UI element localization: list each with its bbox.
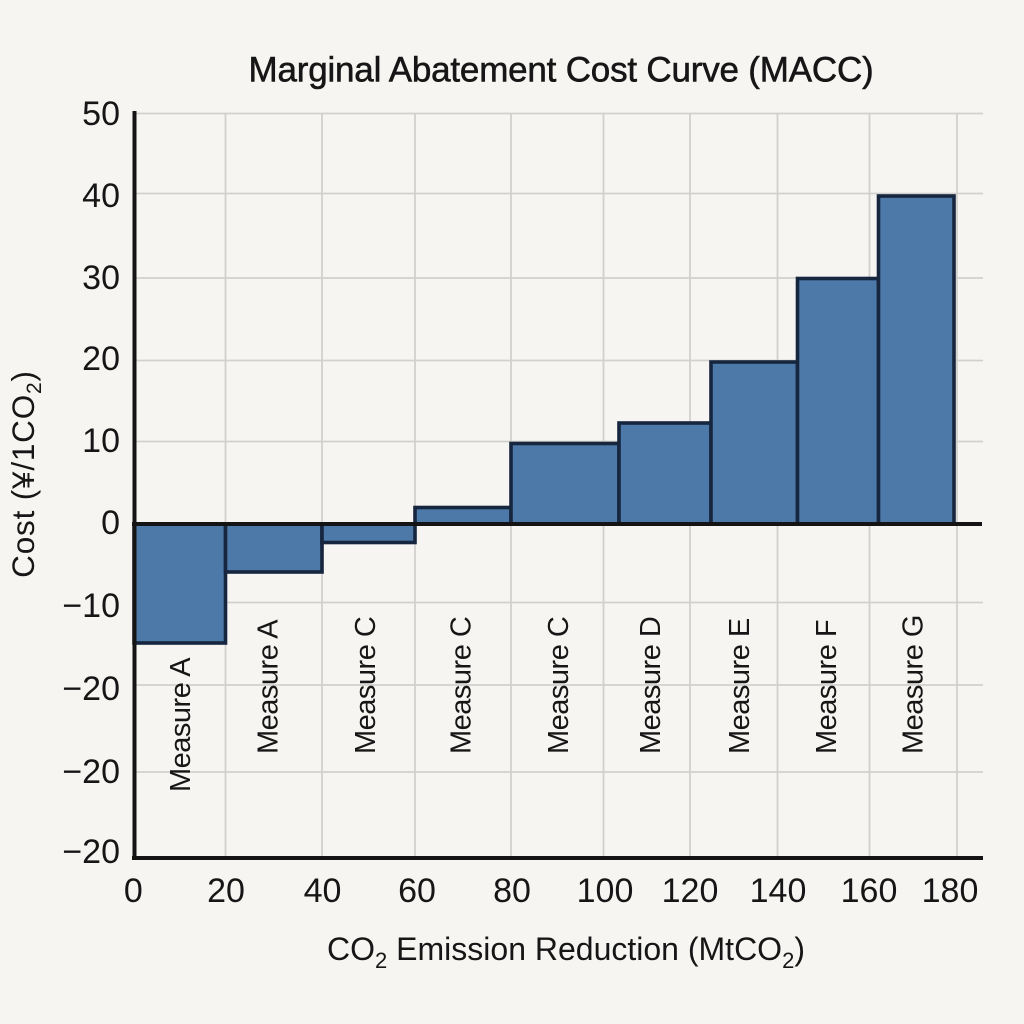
svg-text:Measure F: Measure F bbox=[811, 620, 843, 754]
svg-text:0: 0 bbox=[101, 504, 120, 542]
svg-text:60: 60 bbox=[398, 872, 436, 910]
svg-text:40: 40 bbox=[304, 872, 342, 910]
svg-text:50: 50 bbox=[82, 95, 120, 133]
svg-text:CO2 Emission Reduction (MtCO2): CO2 Emission Reduction (MtCO2) bbox=[327, 931, 805, 973]
svg-text:−10: −10 bbox=[62, 587, 120, 625]
svg-text:80: 80 bbox=[493, 872, 531, 910]
svg-text:40: 40 bbox=[82, 177, 120, 215]
svg-text:Measure C: Measure C bbox=[350, 617, 382, 754]
svg-text:180: 180 bbox=[922, 872, 979, 910]
svg-text:20: 20 bbox=[82, 340, 120, 378]
svg-text:Measure C: Measure C bbox=[543, 617, 575, 754]
svg-text:140: 140 bbox=[750, 872, 807, 910]
svg-text:160: 160 bbox=[841, 872, 898, 910]
svg-text:Measure E: Measure E bbox=[724, 618, 756, 754]
svg-text:0: 0 bbox=[124, 872, 143, 910]
svg-text:Measure C: Measure C bbox=[446, 617, 478, 754]
svg-text:Measure D: Measure D bbox=[635, 617, 667, 754]
svg-text:Cost (¥/1CO2): Cost (¥/1CO2) bbox=[5, 370, 46, 578]
svg-text:100: 100 bbox=[577, 872, 634, 910]
svg-text:Marginal Abatement Cost Curve: Marginal Abatement Cost Curve (MACC) bbox=[249, 51, 874, 90]
svg-text:10: 10 bbox=[82, 422, 120, 460]
svg-text:−20: −20 bbox=[62, 670, 120, 708]
svg-text:20: 20 bbox=[207, 872, 245, 910]
svg-text:−20: −20 bbox=[62, 753, 120, 791]
svg-text:30: 30 bbox=[82, 259, 120, 297]
svg-text:−20: −20 bbox=[62, 833, 120, 871]
svg-text:120: 120 bbox=[662, 872, 719, 910]
svg-text:Measure A: Measure A bbox=[165, 657, 197, 792]
svg-text:Measure A: Measure A bbox=[253, 619, 285, 754]
svg-text:Measure G: Measure G bbox=[898, 615, 930, 754]
